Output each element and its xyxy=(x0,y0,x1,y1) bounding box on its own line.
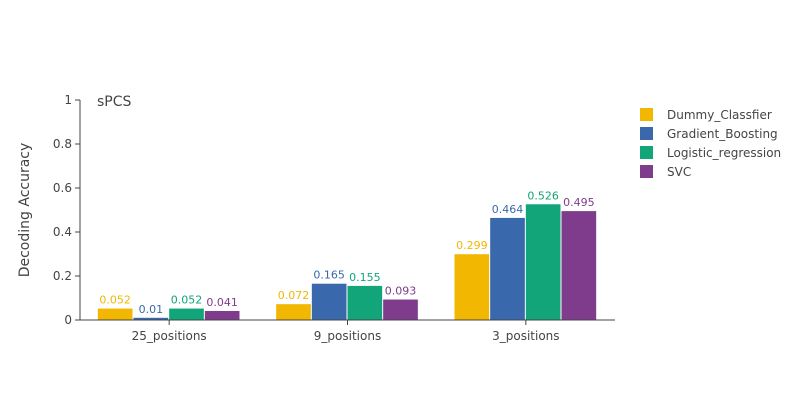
data-label-SVC-3_positions: 0.495 xyxy=(563,196,595,209)
bar-SVC-9_positions xyxy=(383,299,418,320)
bar-Gradient_Boosting-3_positions xyxy=(490,217,525,320)
legend-label-Gradient_Boosting[interactable]: Gradient_Boosting xyxy=(667,127,778,141)
y-tick-label: 0 xyxy=(64,313,72,327)
data-label-SVC-9_positions: 0.093 xyxy=(385,285,417,298)
bar-Gradient_Boosting-25_positions xyxy=(133,317,169,320)
x-tick-label: 25_positions xyxy=(132,329,207,343)
bar-Dummy_Classfier-3_positions xyxy=(454,254,490,320)
data-label-Logistic_regression-3_positions: 0.526 xyxy=(527,189,559,202)
data-label-Logistic_regression-25_positions: 0.052 xyxy=(171,294,203,307)
y-axis-label: Decoding Accuracy xyxy=(17,143,33,278)
legend-swatch-Logistic_regression[interactable] xyxy=(640,146,653,159)
y-tick-label: 0.2 xyxy=(53,269,72,283)
y-tick-label: 0.8 xyxy=(53,137,72,151)
data-label-Gradient_Boosting-25_positions: 0.01 xyxy=(139,303,164,316)
legend-swatch-SVC[interactable] xyxy=(640,165,653,178)
bar-Logistic_regression-25_positions xyxy=(169,308,204,320)
bar-SVC-3_positions xyxy=(561,211,597,320)
legend: Dummy_Classfier Gradient_Boosting Logistic… xyxy=(640,108,781,179)
data-label-Gradient_Boosting-3_positions: 0.464 xyxy=(492,203,524,216)
data-label-SVC-25_positions: 0.041 xyxy=(206,296,238,309)
data-label-Dummy_Classfier-9_positions: 0.072 xyxy=(278,289,310,302)
x-tick-label: 9_positions xyxy=(314,329,381,343)
data-label-Logistic_regression-9_positions: 0.155 xyxy=(349,271,381,284)
bar-Gradient_Boosting-9_positions xyxy=(311,283,347,320)
x-tick-label: 3_positions xyxy=(492,329,559,343)
bar-Logistic_regression-3_positions xyxy=(525,204,561,320)
legend-label-Dummy_Classfier[interactable]: Dummy_Classfier xyxy=(667,108,772,122)
bar-Dummy_Classfier-9_positions xyxy=(276,304,311,320)
legend-label-SVC[interactable]: SVC xyxy=(667,165,691,179)
y-tick-label: 1 xyxy=(64,93,72,107)
y-tick-label: 0.6 xyxy=(53,181,72,195)
y-tick-label: 0.4 xyxy=(53,225,72,239)
data-label-Dummy_Classfier-25_positions: 0.052 xyxy=(99,294,131,307)
chart-annotation: sPCS xyxy=(97,94,132,110)
legend-label-Logistic_regression[interactable]: Logistic_regression xyxy=(667,146,781,160)
bar-SVC-25_positions xyxy=(204,310,240,320)
data-label-Gradient_Boosting-9_positions: 0.165 xyxy=(313,269,345,282)
bar-Dummy_Classfier-25_positions xyxy=(97,308,133,320)
data-label-Dummy_Classfier-3_positions: 0.299 xyxy=(456,239,488,252)
legend-swatch-Gradient_Boosting[interactable] xyxy=(640,127,653,140)
bar-Logistic_regression-9_positions xyxy=(347,285,383,320)
legend-swatch-Dummy_Classfier[interactable] xyxy=(640,108,653,121)
